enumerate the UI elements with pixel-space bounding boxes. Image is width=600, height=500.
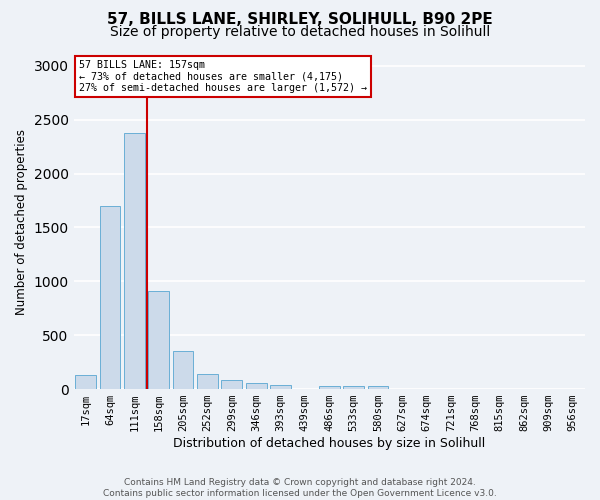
Text: Size of property relative to detached houses in Solihull: Size of property relative to detached ho… [110,25,490,39]
Bar [343,386,364,389]
Bar [221,380,242,389]
Bar [173,352,193,389]
X-axis label: Distribution of detached houses by size in Solihull: Distribution of detached houses by size … [173,437,485,450]
Y-axis label: Number of detached properties: Number of detached properties [15,129,28,315]
Text: 57, BILLS LANE, SHIRLEY, SOLIHULL, B90 2PE: 57, BILLS LANE, SHIRLEY, SOLIHULL, B90 2… [107,12,493,28]
Text: Contains HM Land Registry data © Crown copyright and database right 2024.
Contai: Contains HM Land Registry data © Crown c… [103,478,497,498]
Bar [124,132,145,389]
Bar [197,374,218,389]
Bar [270,385,291,389]
Bar [148,291,169,389]
Bar [368,386,388,389]
Bar [76,375,96,389]
Bar [319,386,340,389]
Bar [246,383,266,389]
Text: 57 BILLS LANE: 157sqm
← 73% of detached houses are smaller (4,175)
27% of semi-d: 57 BILLS LANE: 157sqm ← 73% of detached … [79,60,367,93]
Bar [100,206,121,389]
